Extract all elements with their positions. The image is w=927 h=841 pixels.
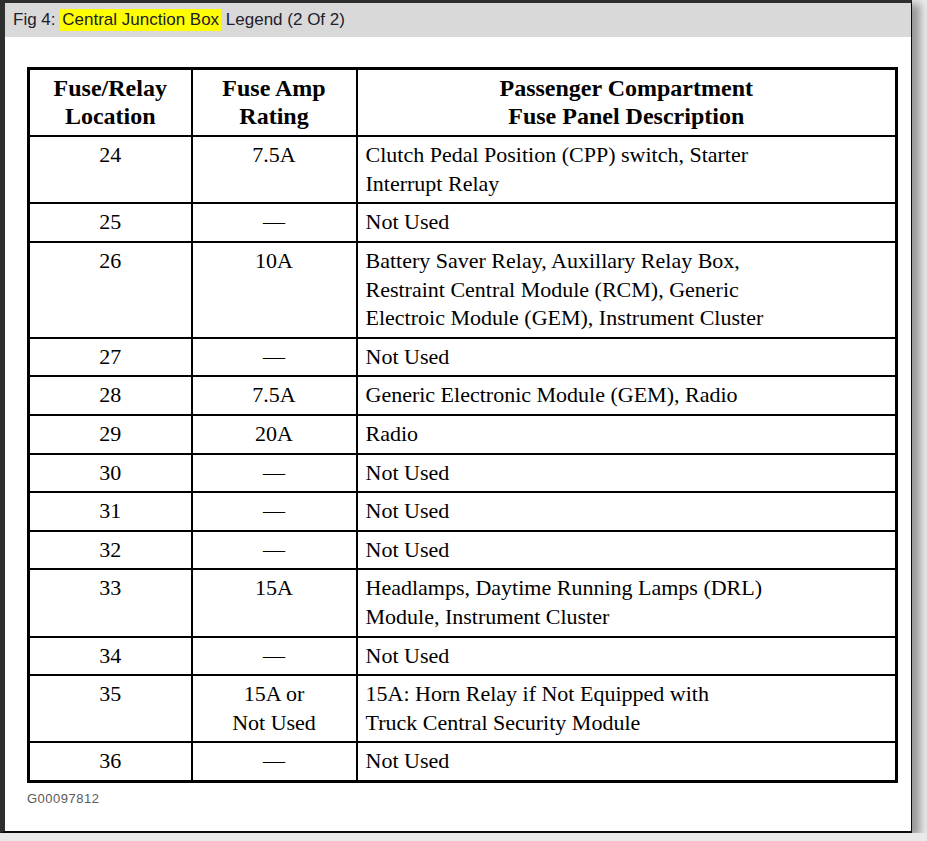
cell-rating: — [192, 637, 357, 676]
cell-location: 24 [29, 136, 192, 203]
cell-location: 32 [29, 531, 192, 570]
document-page: Fuse/Relay LocationFuse Amp RatingPassen… [5, 37, 911, 833]
fuse-legend-table: Fuse/Relay LocationFuse Amp RatingPassen… [27, 67, 898, 783]
table-row: 287.5AGeneric Electronic Module (GEM), R… [29, 376, 897, 415]
figure-title-bar: Fig 4: Central Junction Box Legend (2 Of… [5, 3, 911, 37]
table-row: 247.5AClutch Pedal Position (CPP) switch… [29, 136, 897, 203]
cell-description: Not Used [357, 338, 897, 377]
column-header-1: Fuse Amp Rating [192, 69, 357, 137]
cell-description: Radio [357, 415, 897, 454]
table-row: 34—Not Used [29, 637, 897, 676]
cell-rating: 20A [192, 415, 357, 454]
figure-window: Fig 4: Central Junction Box Legend (2 Of… [0, 0, 912, 833]
cell-description: Not Used [357, 637, 897, 676]
cell-rating: 10A [192, 242, 357, 338]
table-row: 25—Not Used [29, 203, 897, 242]
table-row: 2920ARadio [29, 415, 897, 454]
cell-rating: — [192, 531, 357, 570]
cell-location: 34 [29, 637, 192, 676]
figure-reference-code: G00097812 [27, 791, 901, 806]
figure-title-prefix: Fig 4: [13, 10, 60, 30]
cell-location: 25 [29, 203, 192, 242]
cell-location: 26 [29, 242, 192, 338]
cell-description: Not Used [357, 492, 897, 531]
cell-description: Battery Saver Relay, Auxillary Relay Box… [357, 242, 897, 338]
column-header-0: Fuse/Relay Location [29, 69, 192, 137]
table-row: 36—Not Used [29, 742, 897, 781]
cell-location: 27 [29, 338, 192, 377]
table-row: 27—Not Used [29, 338, 897, 377]
cell-description: Generic Electronic Module (GEM), Radio [357, 376, 897, 415]
cell-location: 36 [29, 742, 192, 781]
table-row: 30—Not Used [29, 454, 897, 493]
cell-rating: 7.5A [192, 376, 357, 415]
cell-rating: — [192, 338, 357, 377]
cell-rating: — [192, 203, 357, 242]
table-header-row: Fuse/Relay LocationFuse Amp RatingPassen… [29, 69, 897, 137]
cell-location: 29 [29, 415, 192, 454]
cell-rating: 7.5A [192, 136, 357, 203]
cell-description: 15A: Horn Relay if Not Equipped with Tru… [357, 675, 897, 742]
table-row: 3515A or Not Used15A: Horn Relay if Not … [29, 675, 897, 742]
cell-rating: 15A [192, 569, 357, 636]
cell-location: 31 [29, 492, 192, 531]
cell-rating: — [192, 454, 357, 493]
table-row: 32—Not Used [29, 531, 897, 570]
cell-location: 28 [29, 376, 192, 415]
cell-description: Not Used [357, 531, 897, 570]
cell-rating: — [192, 742, 357, 781]
cell-description: Not Used [357, 454, 897, 493]
cell-rating: 15A or Not Used [192, 675, 357, 742]
cell-location: 30 [29, 454, 192, 493]
cell-description: Clutch Pedal Position (CPP) switch, Star… [357, 136, 897, 203]
cell-description: Not Used [357, 742, 897, 781]
cell-rating: — [192, 492, 357, 531]
table-row: 2610ABattery Saver Relay, Auxillary Rela… [29, 242, 897, 338]
cell-description: Not Used [357, 203, 897, 242]
table-row: 31—Not Used [29, 492, 897, 531]
fuse-table-body: 247.5AClutch Pedal Position (CPP) switch… [29, 136, 897, 781]
column-header-2: Passenger Compartment Fuse Panel Descrip… [357, 69, 897, 137]
cell-description: Headlamps, Daytime Running Lamps (DRL) M… [357, 569, 897, 636]
cell-location: 35 [29, 675, 192, 742]
figure-title-highlight: Central Junction Box [60, 9, 221, 31]
table-row: 3315AHeadlamps, Daytime Running Lamps (D… [29, 569, 897, 636]
cell-location: 33 [29, 569, 192, 636]
figure-title-suffix: Legend (2 Of 2) [221, 10, 345, 30]
